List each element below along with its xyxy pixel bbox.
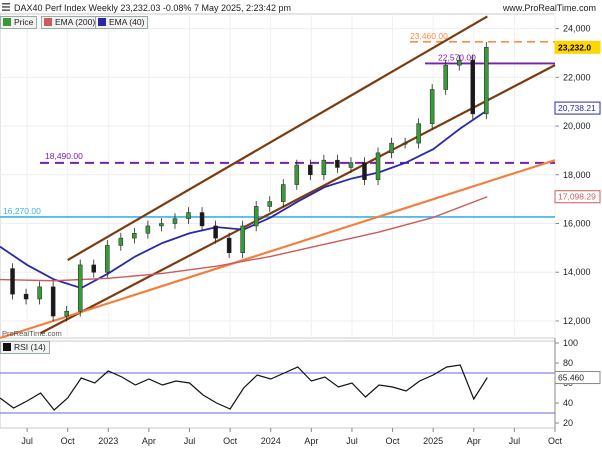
- level-label: 23,460.00: [410, 31, 448, 41]
- price-candle: [308, 164, 313, 176]
- price-candle: [199, 212, 205, 227]
- price-candle: [226, 237, 232, 253]
- x-tick-label: Oct: [61, 436, 76, 446]
- ema200-swatch: [44, 18, 52, 26]
- price-candle: [64, 310, 69, 317]
- price-candle: [470, 60, 476, 115]
- x-tick-label: 2024: [261, 436, 281, 446]
- level-label: 18,490.00: [45, 151, 83, 161]
- price-candle: [429, 89, 435, 124]
- x-tick-label: Apr: [304, 436, 318, 446]
- price-candle: [105, 245, 110, 273]
- legend-price[interactable]: Price: [0, 16, 38, 29]
- price-candle: [456, 60, 462, 66]
- rsi-y-tick-label: 20: [563, 418, 573, 428]
- price-candle: [416, 123, 421, 144]
- legend-ema40-label: EMA (40): [109, 17, 145, 27]
- x-tick-label: Oct: [223, 436, 238, 446]
- brand-link[interactable]: www.ProRealTime.com: [502, 3, 596, 13]
- price-badge: [554, 190, 601, 204]
- price-swatch: [3, 18, 11, 26]
- price-candle: [10, 268, 15, 295]
- price-candle: [281, 184, 286, 202]
- price-badge-label: 23,232.0: [558, 42, 591, 52]
- price-panel: [0, 13, 556, 339]
- rsi-value-label: 65.460: [558, 373, 584, 383]
- price-candle: [321, 159, 327, 176]
- legend-ema200-label: EMA (200): [55, 17, 96, 27]
- x-tick-label: Apr: [142, 436, 156, 446]
- chart-header: DAX40 Perf Index Weekly 23,232.03 -0.08%…: [0, 0, 602, 14]
- price-candle: [267, 201, 272, 207]
- price-candle: [186, 212, 191, 219]
- legend-rsi-label: RSI (14): [14, 342, 46, 352]
- price-candle: [362, 162, 367, 180]
- rsi-y-tick-label: 80: [563, 358, 573, 368]
- menu-icon[interactable]: [2, 3, 10, 11]
- legend-ema40[interactable]: EMA (40): [95, 16, 149, 29]
- x-tick-label: Oct: [548, 436, 563, 446]
- x-tick-label: Apr: [467, 436, 481, 446]
- rsi-panel: [0, 340, 556, 429]
- price-candle: [145, 225, 151, 234]
- rsi-y-tick-label: 100: [563, 338, 578, 348]
- trendline-long-term-support: [0, 159, 556, 340]
- price-badge-label: 17,098.29: [558, 192, 596, 202]
- price-candle: [172, 218, 178, 224]
- price-candle: [335, 159, 340, 168]
- rsi-line: [0, 364, 488, 411]
- y-tick-label: 24,000: [563, 24, 591, 34]
- price-candle: [50, 286, 56, 317]
- price-candle: [375, 152, 381, 180]
- price-badge-label: 20,738.21: [558, 103, 596, 113]
- rsi-value-badge: [554, 371, 601, 385]
- price-candle: [240, 225, 245, 253]
- x-tick-label: Oct: [386, 436, 401, 446]
- price-candle: [389, 142, 394, 154]
- x-tick-label: Jul: [509, 436, 521, 446]
- x-tick-label: Jul: [346, 436, 358, 446]
- rsi-swatch: [3, 343, 11, 351]
- legend-rsi[interactable]: RSI (14): [0, 341, 50, 354]
- x-tick-label: 2023: [98, 436, 118, 446]
- price-candle: [132, 232, 137, 239]
- trendline-channel-top: [67, 15, 488, 261]
- x-tick-label: 2025: [423, 436, 443, 446]
- y-tick-label: 18,000: [563, 170, 591, 180]
- y-tick-label: 14,000: [563, 267, 591, 277]
- watermark: ProRealTime.com: [2, 329, 62, 338]
- x-tick-label: Jul: [21, 436, 33, 446]
- price-candle: [484, 47, 489, 115]
- x-tick-label: Jul: [184, 436, 196, 446]
- price-candle: [23, 293, 29, 300]
- legend-price-label: Price: [14, 17, 34, 27]
- chart-title: DAX40 Perf Index Weekly 23,232.03 -0.08%…: [14, 3, 292, 13]
- y-tick-label: 20,000: [563, 121, 591, 131]
- ema40-swatch: [98, 18, 106, 26]
- rsi-y-tick-label: 40: [563, 398, 573, 408]
- level-label: 16,270.00: [3, 206, 41, 216]
- y-tick-label: 12,000: [563, 316, 591, 326]
- price-candle: [443, 64, 448, 90]
- y-tick-label: 22,000: [563, 72, 591, 82]
- price-candle: [77, 264, 83, 312]
- level-label: 22,570.00: [438, 52, 476, 62]
- price-candle: [159, 223, 164, 227]
- price-candle: [348, 162, 354, 168]
- price-candle: [402, 142, 408, 145]
- price-badge: [554, 101, 601, 115]
- price-candle: [118, 237, 124, 246]
- trendline-channel-bottom: [40, 64, 556, 335]
- price-candle: [294, 164, 300, 185]
- price-badge: [554, 40, 601, 54]
- price-candle: [253, 206, 259, 227]
- y-tick-label: 16,000: [563, 219, 591, 229]
- price-candle: [37, 286, 42, 300]
- legend-ema200[interactable]: EMA (200): [41, 16, 100, 29]
- price-candle: [91, 264, 97, 273]
- price-candle: [213, 225, 218, 239]
